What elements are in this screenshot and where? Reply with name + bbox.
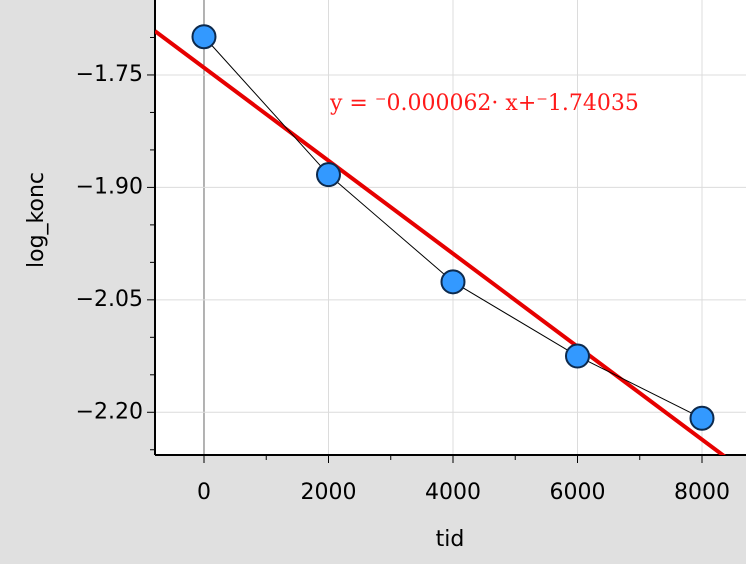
y-tick-label: −2.05 [76, 287, 143, 312]
data-point [440, 269, 466, 295]
data-point [315, 162, 341, 188]
data-point [564, 343, 590, 369]
x-tick-label: 0 [197, 480, 211, 505]
plot-area [155, 0, 746, 455]
data-point [191, 24, 217, 50]
x-axis-label: tid [436, 527, 465, 552]
y-tick-label: −2.20 [76, 399, 143, 424]
x-tick-label: 8000 [674, 480, 730, 505]
regression-line [155, 29, 727, 455]
y-tick-label: −1.90 [76, 174, 143, 199]
regression-equation: y = ⁻0.000062· x+⁻1.74035 [329, 91, 639, 116]
x-tick-label: 2000 [300, 480, 356, 505]
y-axis-label: log_konc [24, 172, 49, 268]
data-point [689, 405, 715, 431]
y-tick-label: −1.75 [76, 62, 143, 87]
x-tick-label: 4000 [425, 480, 481, 505]
x-tick-label: 6000 [549, 480, 605, 505]
